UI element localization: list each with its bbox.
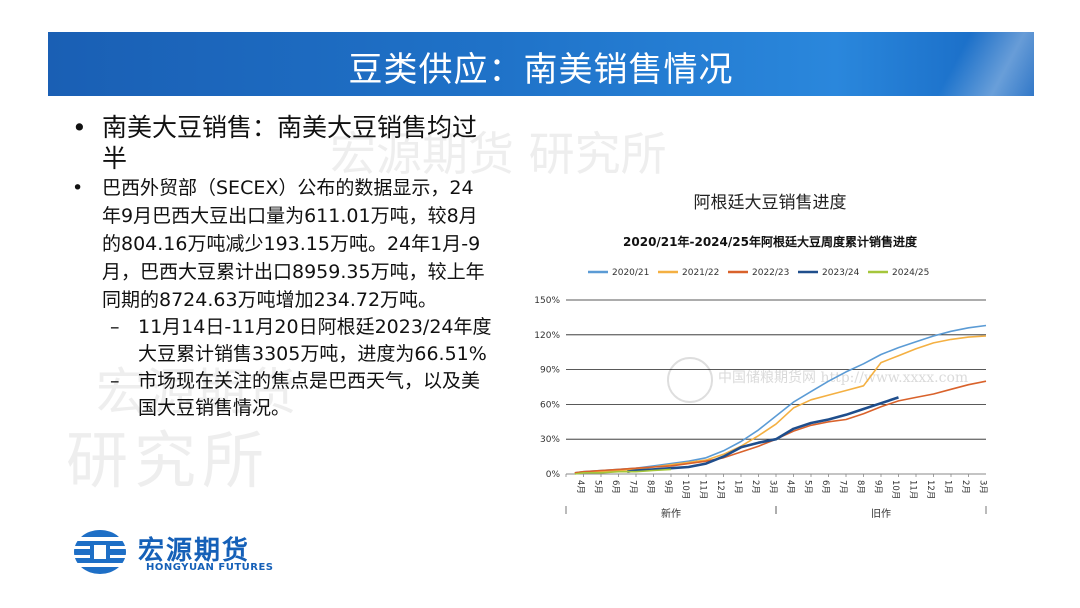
x-axis: 4月 5月 6月 7月 8月 9月 10月 11月 12月 1月 2月 3月 4月 5月 6月 7月 8月 9月 1… [565, 474, 987, 520]
x-tick-label: 10月 [680, 480, 690, 499]
y-tick-label: 0% [546, 470, 561, 480]
series-line-2020-21 [574, 324, 987, 474]
x-tick-label: 9月 [662, 480, 672, 494]
x-tick-label: 3月 [767, 480, 777, 494]
x-tick-label: 4月 [785, 480, 795, 494]
x-tick-label: 11月 [697, 480, 707, 499]
x-tick-label: 12月 [715, 480, 725, 499]
sub-bullet-text: 市场现在关注的焦点是巴西天气，以及美国大豆销售情况。 [138, 370, 481, 419]
chart-watermark-text: 中国储粮期货网 http://www.xxxx.com [718, 369, 968, 386]
x-tick-label: 7月 [837, 480, 847, 494]
bullet-text: 南美大豆销售：南美大豆销售均过半 [102, 113, 478, 173]
x-tick-label: 11月 [907, 480, 917, 499]
bullet-item: • 巴西外贸部（SECEX）公布的数据显示，24年9月巴西大豆出口量为611.0… [72, 174, 492, 314]
y-tick-label: 30% [540, 435, 560, 445]
bullet-dot: • [72, 177, 84, 199]
chart-caption: 阿根廷大豆销售进度 [693, 193, 847, 213]
logo-text-cn: 宏源期货 [138, 536, 251, 566]
y-tick-label: 120% [534, 331, 560, 341]
logo-mark-icon [74, 530, 126, 574]
x-tick-label: 4月 [575, 480, 585, 494]
x-tick-label: 5月 [592, 480, 602, 494]
legend-label: 2023/24 [822, 268, 860, 278]
x-group-label: 旧作 [871, 508, 891, 520]
series-line-2024-25 [574, 468, 672, 475]
legend-label: 2022/23 [752, 268, 789, 278]
logo-text-en: HONGYUAN FUTURES [146, 562, 274, 573]
bullet-dot: • [72, 113, 87, 142]
bullet-text: 巴西外贸部（SECEX）公布的数据显示，24年9月巴西大豆出口量为611.01万… [102, 177, 485, 311]
chart-legend: 2020/21 2021/22 2022/23 2023/24 2024/25 [588, 268, 929, 278]
x-tick-label: 7月 [627, 480, 637, 494]
bullet-item: • 南美大豆销售：南美大豆销售均过半 [72, 112, 492, 174]
watermark-2: 宏源期货 [96, 363, 296, 421]
x-tick-label: 12月 [925, 480, 935, 499]
x-tick-label: 1月 [942, 480, 952, 494]
series-line-2022-23 [574, 380, 987, 474]
x-tick-label: 6月 [610, 480, 620, 494]
x-tick-label: 6月 [820, 480, 830, 494]
x-tick-label: 10月 [890, 480, 900, 499]
slide-title: 豆类供应：南美销售情况 [348, 50, 734, 90]
watermark-3: 研究所 [66, 424, 271, 497]
x-tick-label: 9月 [872, 480, 882, 494]
series-line-2023-24 [627, 396, 899, 473]
chart-watermark: 中国储粮期货网 http://www.xxxx.com [667, 357, 968, 403]
x-tick-label: 2月 [960, 480, 970, 494]
legend-label: 2021/22 [682, 268, 719, 278]
x-tick-label: 5月 [802, 480, 812, 494]
bullet-list: • 南美大豆销售：南美大豆销售均过半 • 巴西外贸部（SECEX）公布的数据显示… [72, 112, 492, 422]
title-bar: 豆类供应：南美销售情况 [48, 32, 1034, 96]
company-logo: 宏源期货 HONGYUAN FUTURES [72, 528, 312, 578]
x-group-label: 新作 [661, 507, 681, 520]
x-tick-label: 2月 [750, 480, 760, 494]
x-tick-label: 3月 [977, 480, 987, 494]
y-tick-label: 90% [540, 366, 560, 376]
y-tick-label: 150% [534, 296, 560, 306]
sales-progress-chart: 中国储粮期货网 http://www.xxxx.com 2020/21年-202… [534, 234, 987, 520]
legend-label: 2024/25 [892, 268, 929, 278]
chart-series [574, 324, 987, 475]
x-tick-label: 8月 [855, 480, 865, 494]
sub-bullet-item: – 市场现在关注的焦点是巴西天气，以及美国大豆销售情况。 [72, 368, 492, 422]
x-tick-label: 1月 [732, 480, 742, 494]
sub-bullet-text: 11月14日-11月20日阿根廷2023/24年度大豆累计销售3305万吨，进度… [138, 316, 492, 365]
sub-bullet-dash: – [110, 316, 120, 338]
chart-title: 2020/21年-2024/25年阿根廷大豆周度累计销售进度 [623, 234, 918, 249]
chart-grid [566, 299, 986, 475]
legend-label: 2020/21 [612, 268, 649, 278]
y-tick-label: 60% [540, 400, 560, 410]
watermark-1: 宏源期货 研究所 [330, 127, 667, 181]
y-axis: 0% 30% 60% 90% 120% 150% [534, 296, 560, 480]
x-tick-label: 8月 [645, 480, 655, 494]
sub-bullet-dash: – [110, 370, 120, 392]
sub-bullet-item: – 11月14日-11月20日阿根廷2023/24年度大豆累计销售3305万吨，… [72, 314, 492, 368]
